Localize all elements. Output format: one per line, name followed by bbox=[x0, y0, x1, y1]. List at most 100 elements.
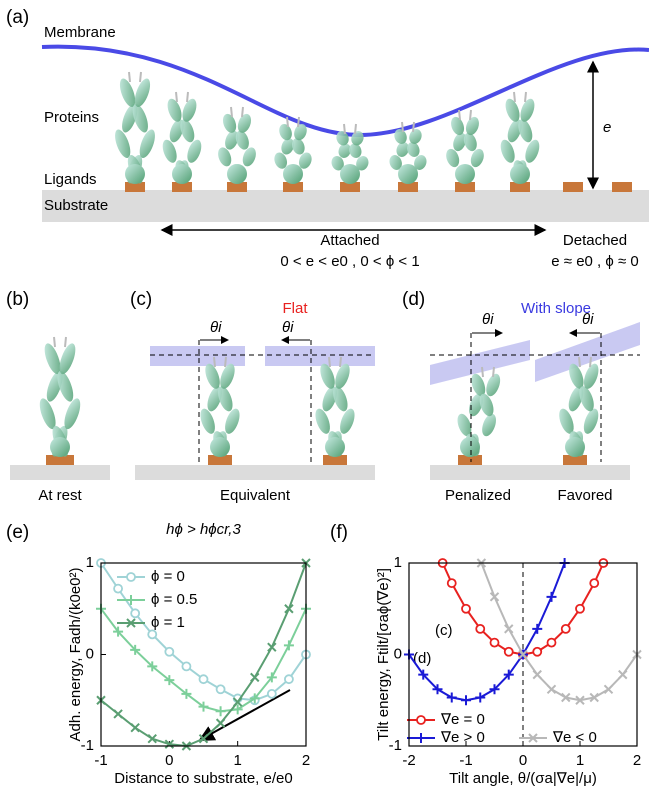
protein-domain bbox=[315, 408, 330, 434]
marker bbox=[603, 684, 614, 694]
protein-tip bbox=[589, 356, 592, 368]
protein-domain bbox=[569, 363, 584, 389]
protein-domain bbox=[169, 119, 184, 143]
annotation: (c) bbox=[435, 622, 453, 639]
protein-base bbox=[227, 164, 247, 184]
protein-domain bbox=[340, 408, 355, 434]
chart-title: hϕ > hϕcr,3 bbox=[166, 521, 241, 538]
marker bbox=[546, 637, 557, 648]
protein-domain bbox=[409, 129, 422, 144]
marker bbox=[126, 618, 136, 628]
protein-domain bbox=[180, 119, 195, 143]
angle-label: θi bbox=[482, 311, 494, 328]
substrate bbox=[10, 465, 110, 480]
legend-label: ∇e < 0 bbox=[552, 729, 597, 746]
marker bbox=[232, 704, 243, 715]
marker bbox=[130, 644, 141, 655]
protein-domain bbox=[294, 123, 307, 141]
panel-label: (d) bbox=[402, 289, 425, 310]
protein-domain bbox=[222, 113, 237, 133]
protein-domain bbox=[525, 139, 540, 163]
marker bbox=[147, 661, 158, 672]
protein-domain bbox=[349, 143, 362, 158]
marker bbox=[560, 623, 571, 634]
panel-label: (c) bbox=[130, 289, 152, 310]
marker bbox=[164, 646, 175, 657]
panel-label: (f) bbox=[330, 522, 348, 543]
marker bbox=[532, 623, 543, 634]
protein-domain bbox=[351, 131, 364, 146]
protein-base bbox=[172, 164, 192, 184]
protein-domain bbox=[218, 386, 233, 412]
marker bbox=[489, 592, 500, 602]
x-tick-label: 0 bbox=[165, 752, 173, 769]
protein-domain bbox=[335, 363, 350, 389]
proteins bbox=[39, 71, 632, 465]
marker bbox=[198, 701, 209, 712]
protein-domain bbox=[338, 143, 351, 158]
x-axis-label: Distance to substrate, e/e0 bbox=[114, 770, 292, 787]
protein-domain bbox=[167, 98, 182, 122]
protein-domain bbox=[242, 147, 256, 167]
protein-tip bbox=[297, 116, 300, 128]
marker bbox=[504, 624, 514, 634]
protein-tip bbox=[286, 116, 289, 128]
marker bbox=[198, 733, 209, 744]
protein-domain bbox=[500, 139, 515, 163]
protein-tip bbox=[328, 356, 331, 368]
marker bbox=[618, 669, 628, 680]
protein-tip bbox=[469, 109, 472, 121]
protein-domain bbox=[225, 130, 239, 150]
protein-domain bbox=[356, 156, 369, 171]
y-axis-label: Tilt energy, Ftilt/[σaϕ(∇e)²] bbox=[375, 568, 392, 741]
legend-label: ϕ = 0.5 bbox=[151, 591, 197, 608]
protein-tip bbox=[339, 356, 342, 368]
protein-tip bbox=[481, 366, 484, 378]
marker bbox=[589, 692, 599, 703]
protein-tip bbox=[513, 91, 516, 103]
substrate bbox=[42, 190, 649, 222]
marker bbox=[130, 722, 140, 733]
protein-domain bbox=[579, 386, 594, 412]
y-tick-label: -1 bbox=[389, 737, 402, 754]
marker bbox=[284, 604, 294, 614]
plot-frame bbox=[100, 562, 307, 747]
membrane-band bbox=[265, 346, 375, 366]
labels: (a) Membrane Proteins e Ligands Substrat… bbox=[6, 7, 639, 741]
marker bbox=[589, 578, 600, 589]
protein-domain bbox=[274, 152, 288, 169]
marker bbox=[113, 709, 123, 719]
protein-domain bbox=[463, 132, 477, 152]
y-tick-label: 0 bbox=[86, 645, 94, 662]
attached-label: Attached bbox=[320, 232, 379, 249]
protein-domain bbox=[279, 123, 292, 141]
legend-label: ϕ = 0 bbox=[151, 568, 185, 585]
protein-domain bbox=[182, 98, 197, 122]
protein-tip bbox=[458, 109, 461, 121]
protein-domain bbox=[505, 98, 520, 122]
marker bbox=[546, 684, 557, 694]
protein-domain bbox=[465, 116, 479, 136]
protein-base bbox=[460, 437, 480, 457]
trend-arrow bbox=[198, 689, 291, 741]
legend-label: ∇e = 0 bbox=[440, 711, 485, 728]
protein-base bbox=[125, 164, 145, 184]
panel-title: Flat bbox=[282, 300, 308, 317]
marker bbox=[461, 695, 471, 706]
caption: Penalized bbox=[445, 487, 511, 504]
protein-domain bbox=[220, 363, 235, 389]
ligand bbox=[458, 455, 482, 465]
protein-domain bbox=[39, 398, 56, 430]
protein-domain bbox=[320, 363, 335, 389]
marker bbox=[461, 603, 471, 614]
protein-domain bbox=[453, 132, 467, 152]
protein-domain bbox=[446, 148, 460, 168]
ligand bbox=[455, 182, 475, 192]
y-tick-label: 1 bbox=[86, 554, 94, 571]
marker bbox=[215, 684, 226, 695]
x-tick-label: -2 bbox=[402, 752, 415, 769]
membrane-band bbox=[150, 346, 245, 366]
angle-label: θi bbox=[210, 319, 222, 336]
marker bbox=[164, 739, 175, 749]
protein-tip bbox=[492, 366, 495, 378]
